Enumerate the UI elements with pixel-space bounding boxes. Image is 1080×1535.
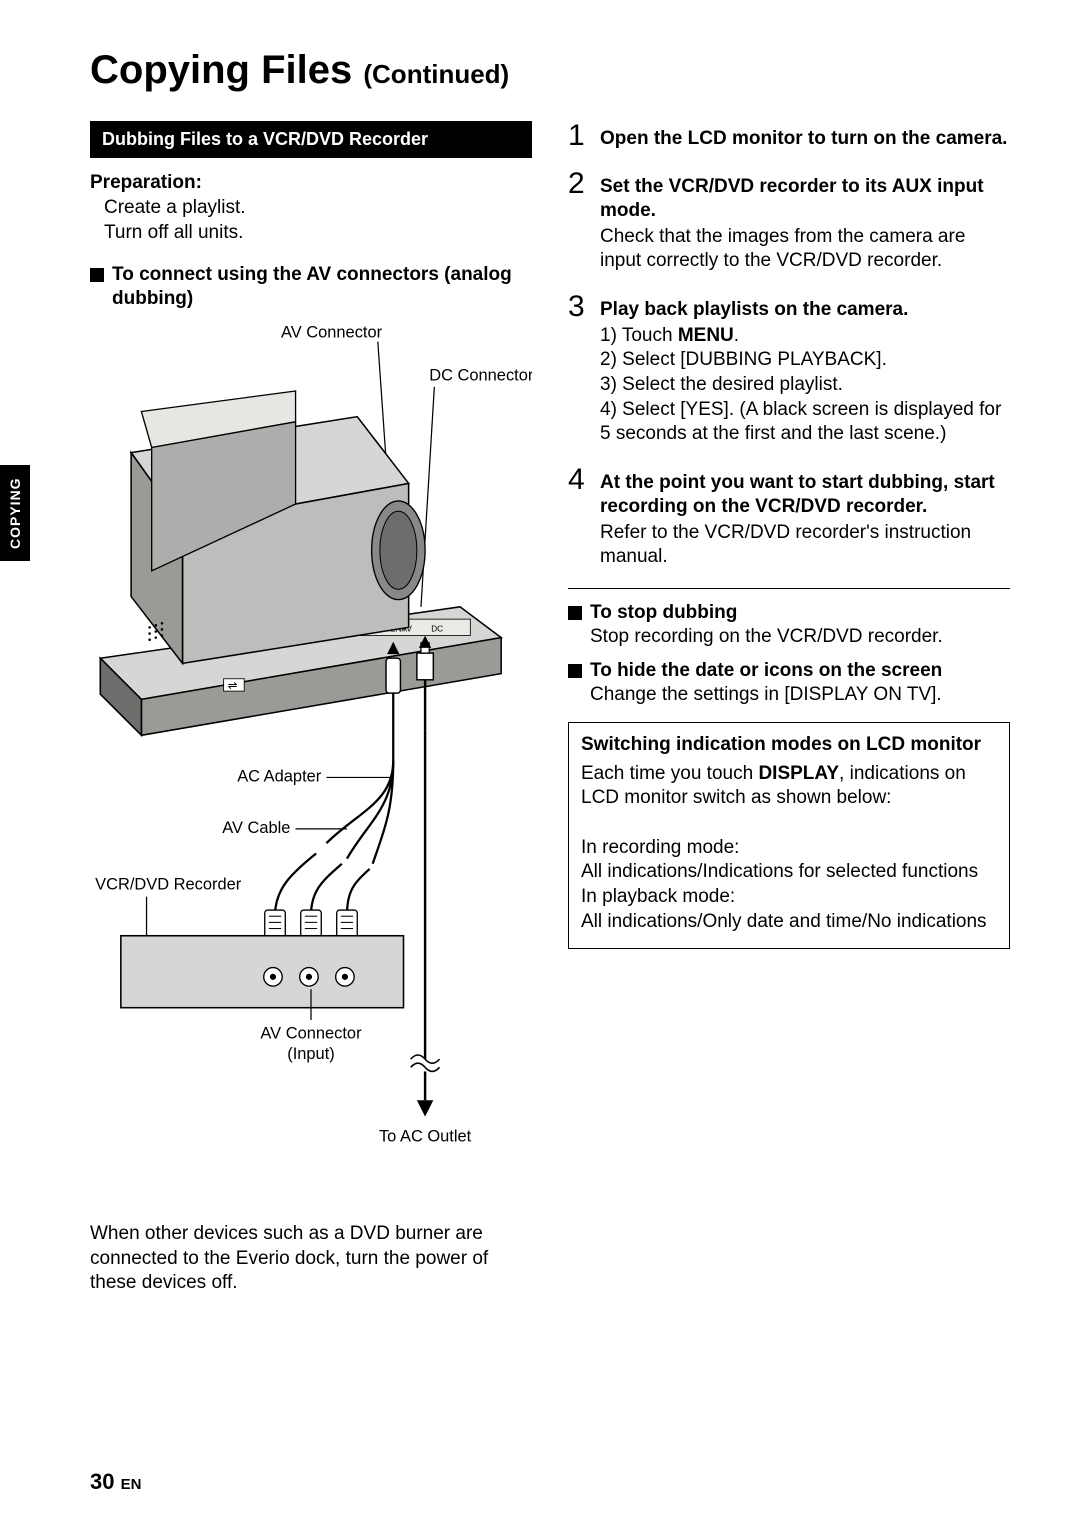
info-box-line1: Each time you touch DISPLAY, indications… [581, 762, 997, 811]
columns: Dubbing Files to a VCR/DVD Recorder Prep… [90, 121, 1010, 1296]
info-box-title: Switching indication modes on LCD monito… [581, 733, 997, 758]
step-title: At the point you want to start dubbing, … [600, 471, 1010, 519]
step-2: 2 Set the VCR/DVD recorder to its AUX in… [568, 169, 1010, 274]
connection-diagram: AV Connector DC Connector COMPONENT AV [90, 319, 532, 1172]
step-desc: Check that the images from the camera ar… [600, 225, 1010, 274]
arrow-down-icon [417, 1100, 433, 1116]
infobox-line1a: Each time you touch [581, 763, 758, 784]
page-title-main: Copying Files [90, 48, 352, 92]
step-title: Set the VCR/DVD recorder to its AUX inpu… [600, 175, 1010, 223]
svg-text:⇌: ⇌ [228, 680, 237, 692]
step-1: 1 Open the LCD monitor to turn on the ca… [568, 121, 1010, 151]
label-ac-adapter: AC Adapter [237, 767, 322, 785]
section-bar: Dubbing Files to a VCR/DVD Recorder [90, 121, 532, 158]
right-column: 1 Open the LCD monitor to turn on the ca… [568, 121, 1010, 1296]
vcr-box [121, 936, 404, 1008]
infobox-play-desc: All indications/Only date and time/No in… [581, 910, 997, 935]
preparation-line-2: Turn off all units. [104, 221, 532, 246]
sub-item: 1) Touch MENU. [600, 324, 1010, 349]
camera-illustration: COMPONENT AV DC ⇌ [100, 391, 501, 735]
step-desc: Refer to the VCR/DVD recorder's instruct… [600, 521, 1010, 570]
bottom-note: When other devices such as a DVD burner … [90, 1222, 532, 1296]
page-number-lang: EN [121, 1476, 142, 1493]
hide-date-block: To hide the date or icons on the screen … [568, 659, 1010, 707]
step-number: 2 [568, 169, 590, 199]
square-bullet-icon [568, 664, 582, 678]
preparation-line-1: Create a playlist. [104, 196, 532, 221]
square-bullet-icon [90, 268, 104, 282]
sub-item: 2) Select [DUBBING PLAYBACK]. [600, 348, 1010, 373]
step-number: 3 [568, 292, 590, 322]
step-4: 4 At the point you want to start dubbing… [568, 465, 1010, 570]
label-av-connector-top: AV Connector [281, 323, 383, 341]
page: Copying Files (Continued) Dubbing Files … [0, 0, 1080, 1535]
diagram-svg: AV Connector DC Connector COMPONENT AV [90, 319, 532, 1172]
step-number: 1 [568, 121, 590, 151]
page-title-suffix: (Continued) [363, 59, 509, 89]
stop-dubbing-block: To stop dubbing Stop recording on the VC… [568, 601, 1010, 649]
step-3: 3 Play back playlists on the camera. 1) … [568, 292, 1010, 447]
hide-date-desc: Change the settings in [DISPLAY ON TV]. [590, 683, 1010, 708]
stop-dubbing-title: To stop dubbing [590, 601, 1010, 625]
stop-dubbing-desc: Stop recording on the VCR/DVD recorder. [590, 625, 1010, 650]
label-av-connector-input-2: (Input) [287, 1045, 335, 1063]
infobox-rec-label: In recording mode: [581, 836, 997, 861]
label-dc-connector: DC Connector [429, 367, 532, 385]
sub-item: 4) Select [YES]. (A black screen is disp… [600, 398, 1010, 447]
square-bullet-icon [568, 606, 582, 620]
connect-heading: To connect using the AV connectors (anal… [90, 263, 532, 311]
step-number: 4 [568, 465, 590, 495]
infobox-play-label: In playback mode: [581, 885, 997, 910]
infobox-line1b: DISPLAY [758, 763, 839, 784]
info-box: Switching indication modes on LCD monito… [568, 722, 1010, 950]
infobox-rec-desc: All indications/Indications for selected… [581, 860, 997, 885]
step-title: Play back playlists on the camera. [600, 298, 1010, 322]
connect-heading-text: To connect using the AV connectors (anal… [112, 263, 532, 311]
sub-item: 3) Select the desired playlist. [600, 373, 1010, 398]
step-title: Open the LCD monitor to turn on the came… [600, 127, 1010, 151]
label-vcr-recorder: VCR/DVD Recorder [95, 875, 242, 893]
label-av-connector-input-1: AV Connector [260, 1024, 362, 1042]
page-title: Copying Files (Continued) [90, 48, 1010, 93]
label-av-cable: AV Cable [222, 819, 290, 837]
port-dc: DC [431, 624, 443, 633]
step-sublist: 1) Touch MENU. 2) Select [DUBBING PLAYBA… [600, 324, 1010, 447]
preparation-label: Preparation: [90, 172, 532, 194]
label-to-ac-outlet: To AC Outlet [379, 1127, 472, 1145]
left-column: Dubbing Files to a VCR/DVD Recorder Prep… [90, 121, 532, 1296]
page-number-value: 30 [90, 1469, 114, 1494]
page-number: 30 EN [90, 1469, 141, 1495]
hide-date-title: To hide the date or icons on the screen [590, 659, 1010, 683]
divider [568, 588, 1010, 589]
